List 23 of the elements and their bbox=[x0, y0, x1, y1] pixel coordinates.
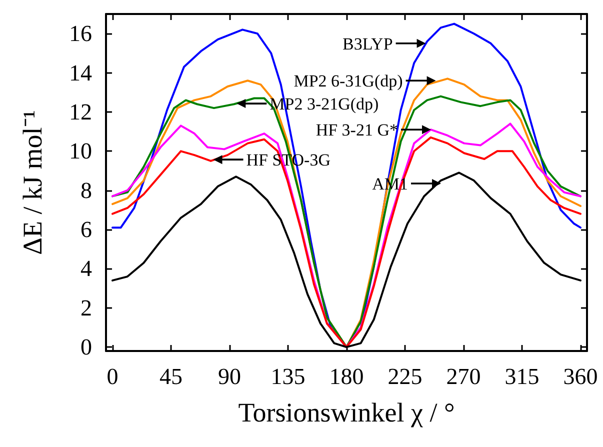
x-tick-label: 45 bbox=[160, 364, 182, 389]
y-tick-label: 16 bbox=[69, 21, 92, 46]
x-tick-label: 0 bbox=[106, 364, 118, 389]
x-tick-label: 270 bbox=[446, 364, 481, 389]
annotation: B3LYP bbox=[342, 34, 393, 54]
x-tick-label: 135 bbox=[270, 364, 306, 389]
y-tick-label: 2 bbox=[80, 295, 92, 320]
y-tick-label: 0 bbox=[80, 334, 92, 360]
x-tick-label: 315 bbox=[504, 364, 540, 389]
y-tick-label: 8 bbox=[80, 178, 92, 203]
x-tick-label: 90 bbox=[218, 364, 241, 389]
annotation: MP2 6-31G(dp) bbox=[294, 72, 403, 91]
y-tick-label: 12 bbox=[69, 99, 92, 124]
y-tick-label: 10 bbox=[69, 138, 92, 164]
x-tick-label: 225 bbox=[388, 364, 422, 389]
x-axis-title: Torsionswinkel χ / ° bbox=[238, 398, 455, 428]
line-series bbox=[112, 172, 582, 348]
y-tick-label: 4 bbox=[80, 256, 92, 282]
y-tick-label: 6 bbox=[80, 217, 92, 242]
x-tick-label: 180 bbox=[329, 364, 364, 389]
y-tick-label: 14 bbox=[69, 60, 92, 86]
y-axis-title: ΔE / kJ mol⁻¹ bbox=[18, 110, 48, 255]
x-tick-label: 360 bbox=[563, 364, 598, 389]
